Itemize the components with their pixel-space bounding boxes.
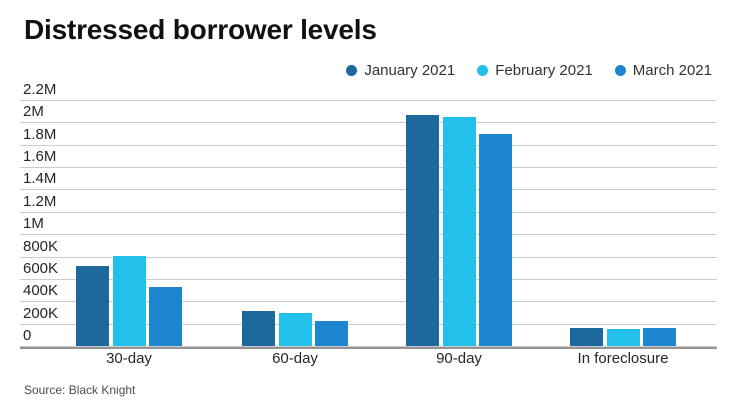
gridline [20, 278, 717, 280]
gridline [20, 144, 717, 146]
y-axis-tick-label: 800K [23, 237, 59, 255]
legend-dot-icon [477, 65, 489, 76]
y-axis-tick-label: 1.2M [23, 192, 57, 210]
x-axis-line [20, 347, 717, 349]
gridline [20, 100, 717, 101]
gridline [20, 167, 717, 169]
bar [570, 328, 603, 346]
legend: January 2021 February 2021 March 2021 [346, 62, 712, 79]
bar-group [242, 0, 348, 346]
gridline [20, 234, 717, 236]
gridline [20, 346, 717, 347]
x-axis-category-label: 90-day [436, 350, 482, 367]
legend-item: February 2021 [477, 62, 593, 79]
gridline [20, 189, 717, 191]
gridline [20, 323, 717, 325]
y-axis-tick-label: 0 [23, 327, 32, 344]
source-note: Source: Black Knight [24, 383, 136, 397]
x-axis-category-label: In foreclosure [577, 350, 669, 367]
y-axis-tick-label: 400K [23, 282, 59, 300]
bar-group [76, 0, 182, 346]
legend-label: March 2021 [632, 62, 712, 79]
bar [112, 256, 146, 346]
legend-item: January 2021 [346, 62, 455, 79]
bar [606, 328, 640, 346]
bar [442, 116, 476, 346]
bar [149, 286, 182, 346]
bar [242, 311, 275, 346]
gridline [20, 211, 717, 213]
chart-title: Distressed borrower levels [24, 14, 377, 45]
bar [406, 114, 439, 346]
y-axis-tick-label: 200K [23, 304, 59, 322]
bar [643, 328, 676, 346]
bar [278, 313, 312, 346]
bar [479, 133, 512, 346]
y-axis-tick-label: 1.6M [23, 148, 57, 166]
y-axis-tick-label: 1M [23, 215, 44, 233]
gridline [20, 301, 717, 303]
y-axis-tick-label: 2.2M [23, 81, 57, 98]
y-axis-tick-label: 1.8M [23, 125, 57, 143]
bar-group [406, 0, 512, 346]
bar [76, 265, 109, 346]
y-axis-tick-label: 1.4M [23, 170, 57, 188]
legend-dot-icon [346, 65, 358, 76]
gridline [20, 122, 717, 124]
gridline [20, 256, 717, 258]
bar [315, 321, 348, 346]
bar-group [570, 0, 676, 346]
legend-dot-icon [614, 65, 626, 76]
y-axis-tick-label: 600K [23, 259, 59, 277]
legend-item: March 2021 [614, 62, 712, 79]
legend-label: January 2021 [364, 62, 456, 79]
y-axis-tick-label: 2M [23, 103, 44, 121]
x-axis-category-label: 30-day [106, 350, 152, 367]
legend-label: February 2021 [495, 62, 593, 79]
x-axis-category-label: 60-day [272, 350, 318, 367]
